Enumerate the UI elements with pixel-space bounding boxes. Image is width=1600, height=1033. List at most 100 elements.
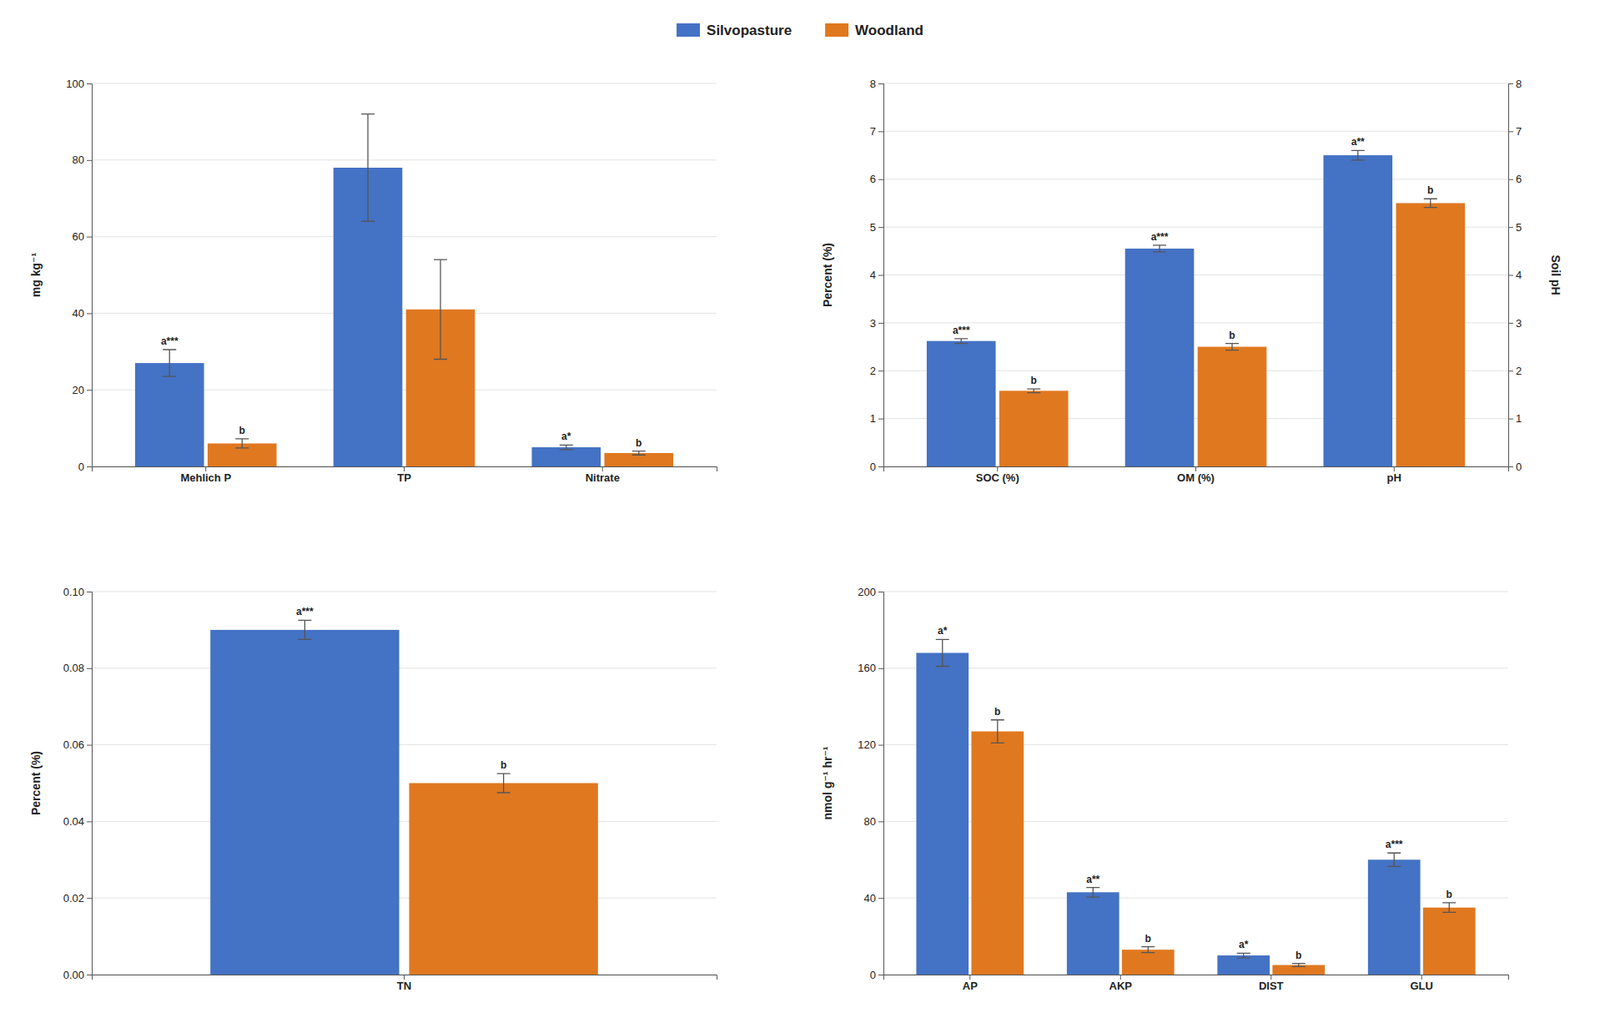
y-tick: 100 xyxy=(65,77,92,91)
y-axis-title: nmol g⁻¹ hr⁻¹ xyxy=(820,745,835,820)
error-bar xyxy=(1442,902,1456,912)
y-tick: 0 xyxy=(78,460,92,473)
x-tick-label: pH xyxy=(1387,471,1402,484)
y2-tick-mark xyxy=(1508,83,1514,85)
y2-tick-mark xyxy=(1508,466,1514,468)
annotation: a*** xyxy=(952,324,971,337)
y-tick-mark xyxy=(86,974,92,976)
legend: SilvopastureWoodland xyxy=(676,22,924,39)
y2-tick-label: 4 xyxy=(1515,268,1522,282)
error-bar xyxy=(991,719,1005,744)
y2-tick-label: 1 xyxy=(1515,412,1522,425)
x-tick-label: SOC (%) xyxy=(976,471,1020,484)
y-tick-label: 40 xyxy=(864,891,876,905)
y-tick: 0 xyxy=(870,968,884,982)
annotations: a***a*bb xyxy=(161,335,643,449)
error-bar xyxy=(497,773,511,793)
y-tick: 4 xyxy=(870,268,884,282)
grid-line xyxy=(883,83,1509,85)
y2-tick-mark xyxy=(1508,226,1514,228)
y-tick-label: 0.04 xyxy=(63,815,85,828)
bar xyxy=(1423,907,1476,975)
grid xyxy=(883,83,1509,467)
y-tick-label: 3 xyxy=(870,316,876,330)
x-axis: SOC (%)OM (%)pH xyxy=(884,466,1510,484)
grid-line xyxy=(91,83,717,85)
y-tick-mark xyxy=(878,668,884,670)
y2-tick-label: 6 xyxy=(1515,172,1522,186)
y-tick-label: 0.06 xyxy=(63,738,85,751)
y-tick-label: 0.10 xyxy=(63,585,85,599)
y-tick-label: 5 xyxy=(870,221,876,234)
bar xyxy=(210,629,399,975)
y-tick-mark xyxy=(86,389,92,391)
annotation: b xyxy=(1446,888,1453,901)
bar xyxy=(408,783,598,976)
y-tick-label: 120 xyxy=(857,738,876,751)
y-tick-label: 20 xyxy=(72,383,85,397)
y-tick: 20 xyxy=(72,383,92,397)
y2-axis: 012345678 xyxy=(1508,77,1522,473)
y2-axis-title: Soil pH xyxy=(1549,254,1563,295)
x-tick-label: TN xyxy=(397,979,412,992)
y-tick: 200 xyxy=(857,585,884,599)
y2-tick: 1 xyxy=(1508,412,1522,425)
panel: 020406080100mg kg⁻¹Mehlich PTPNitratea**… xyxy=(29,77,718,485)
y-tick-mark xyxy=(86,312,92,314)
y-axis: 020406080100 xyxy=(65,77,92,473)
y-tick-mark xyxy=(878,322,884,324)
y-tick-mark xyxy=(878,418,884,420)
error-bar xyxy=(361,114,375,222)
bar xyxy=(1197,347,1268,467)
y2-tick-mark xyxy=(1508,130,1514,132)
y-tick-label: 80 xyxy=(864,815,876,828)
annotations: a***b xyxy=(296,605,507,771)
error-bar xyxy=(1292,963,1306,967)
y2-tick: 8 xyxy=(1508,77,1522,91)
bar xyxy=(135,362,205,467)
y-tick-mark xyxy=(878,275,884,277)
x-axis: Mehlich PTPNitrate xyxy=(92,466,718,484)
x-tick-mark xyxy=(602,466,604,472)
y-tick-label: 0 xyxy=(870,460,876,473)
annotation: a** xyxy=(1086,873,1100,886)
annotation: a*** xyxy=(296,605,314,618)
y-tick-label: 6 xyxy=(870,172,876,186)
x-tick-mark xyxy=(1393,466,1395,472)
error-bar xyxy=(1086,887,1100,897)
annotation: b xyxy=(1145,932,1152,945)
x-axis: APAKPDISTGLU xyxy=(884,974,1510,992)
annotation: b xyxy=(1427,184,1434,197)
y-tick-label: 40 xyxy=(72,306,85,320)
y-tick: 160 xyxy=(857,661,884,675)
bar xyxy=(926,341,997,467)
y-tick: 5 xyxy=(870,221,884,234)
y-tick: 0.00 xyxy=(63,968,92,982)
x-tick: DIST xyxy=(1258,974,1284,992)
error-bar xyxy=(162,349,177,377)
y-tick-mark xyxy=(86,591,92,593)
y2-tick-label: 2 xyxy=(1515,364,1522,378)
y-tick-label: 7 xyxy=(870,125,876,138)
error-bar xyxy=(935,638,950,666)
y-tick: 3 xyxy=(870,316,884,330)
y2-tick-mark xyxy=(1508,418,1514,420)
x-tick-label: TP xyxy=(397,471,412,484)
grid-line xyxy=(883,178,1509,180)
y-tick: 80 xyxy=(864,815,884,828)
error-bar xyxy=(1387,852,1401,866)
x-tick: SOC (%) xyxy=(976,466,1020,484)
y-tick-label: 100 xyxy=(65,77,85,91)
y-tick: 0.02 xyxy=(63,891,92,905)
error-bar xyxy=(632,451,646,456)
y2-tick: 0 xyxy=(1508,460,1522,473)
error-bar xyxy=(297,619,312,639)
error-bar xyxy=(235,438,249,448)
x-tick-label: GLU xyxy=(1409,979,1433,992)
error-bar xyxy=(1237,952,1251,958)
y-tick-mark xyxy=(878,370,884,372)
grid-line xyxy=(91,312,717,314)
y-tick-label: 200 xyxy=(857,585,876,599)
y-tick-label: 0 xyxy=(870,968,876,982)
grid xyxy=(883,591,1509,975)
